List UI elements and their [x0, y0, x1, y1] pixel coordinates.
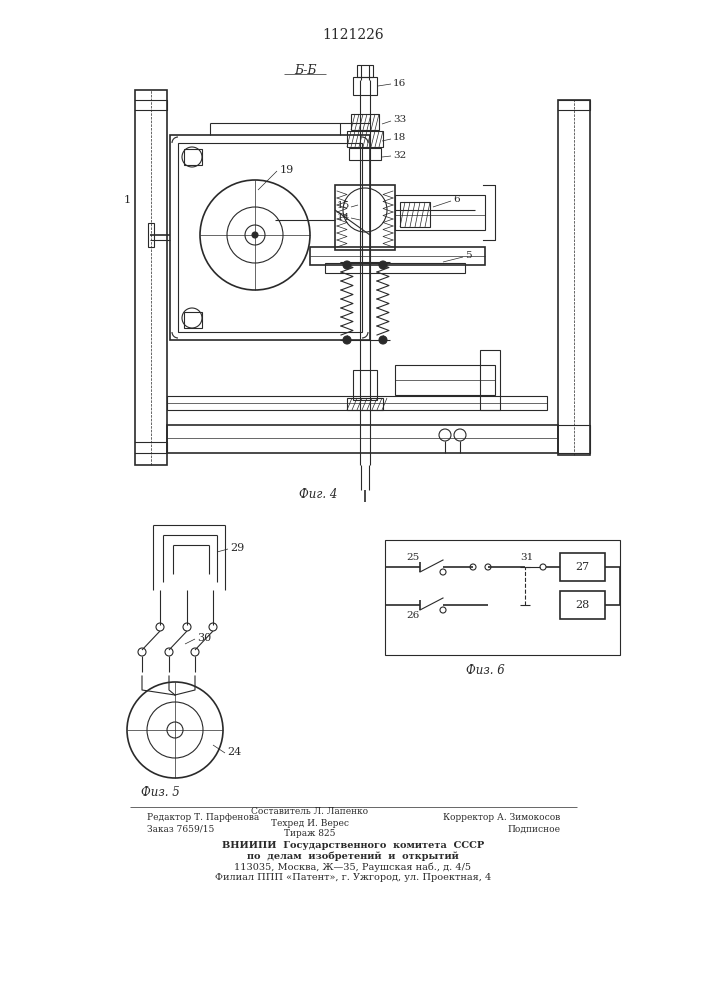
Text: 1: 1	[124, 195, 131, 205]
Bar	[560, 553, 605, 581]
Bar	[357, 65, 373, 77]
Bar	[310, 247, 485, 265]
Bar	[480, 350, 500, 410]
Text: Филиал ППП «Патент», г. Ужгород, ул. Проектная, 4: Филиал ППП «Патент», г. Ужгород, ул. Про…	[215, 874, 491, 882]
Bar	[558, 100, 590, 455]
Text: 5: 5	[465, 251, 472, 260]
Text: Фиг. 4: Фиг. 4	[299, 488, 337, 502]
Text: 15: 15	[337, 202, 350, 211]
Text: 30: 30	[197, 633, 211, 643]
Circle shape	[379, 336, 387, 344]
Text: Физ. 6: Физ. 6	[466, 664, 504, 676]
Bar	[335, 185, 395, 250]
Bar	[353, 370, 377, 400]
Text: Подписное: Подписное	[507, 824, 560, 834]
Bar	[395, 365, 495, 395]
Text: по  делам  изобретений  и  открытий: по делам изобретений и открытий	[247, 851, 459, 861]
Text: 16: 16	[393, 79, 407, 88]
Text: Составитель Л. Лапенко: Составитель Л. Лапенко	[252, 808, 368, 816]
Bar	[347, 131, 383, 147]
Text: Б-Б: Б-Б	[293, 64, 316, 77]
Circle shape	[252, 232, 258, 238]
Bar	[353, 77, 377, 95]
Bar	[184, 312, 202, 328]
Text: 14: 14	[337, 213, 350, 222]
Bar	[347, 398, 383, 410]
Bar	[351, 114, 379, 130]
Text: 29: 29	[230, 543, 244, 553]
Text: 25: 25	[407, 554, 420, 562]
Text: 32: 32	[393, 150, 407, 159]
Bar	[349, 148, 381, 160]
Text: Корректор А. Зимокосов: Корректор А. Зимокосов	[443, 812, 560, 822]
Text: 18: 18	[393, 133, 407, 142]
Bar	[167, 396, 547, 410]
Text: 27: 27	[575, 562, 589, 572]
Circle shape	[343, 336, 351, 344]
Text: 19: 19	[280, 165, 294, 175]
Bar	[178, 143, 362, 332]
Text: ВНИИПИ  Государственного  комитета  СССР: ВНИИПИ Государственного комитета СССР	[222, 840, 484, 850]
Circle shape	[343, 261, 351, 269]
Text: 24: 24	[227, 747, 241, 757]
Text: 113035, Москва, Ж—35, Раушская наб., д. 4/5: 113035, Москва, Ж—35, Раушская наб., д. …	[235, 862, 472, 872]
Bar	[148, 223, 154, 247]
Text: Техред И. Верес: Техред И. Верес	[271, 818, 349, 828]
Text: Редактор Т. Парфенова: Редактор Т. Парфенова	[147, 812, 259, 822]
Bar	[400, 202, 430, 227]
Text: Физ. 5: Физ. 5	[141, 786, 180, 798]
Bar	[167, 425, 558, 453]
Text: 1121226: 1121226	[322, 28, 384, 42]
Bar	[395, 195, 485, 230]
Text: 33: 33	[393, 115, 407, 124]
Text: 31: 31	[520, 552, 534, 562]
Bar	[560, 591, 605, 619]
Bar	[385, 540, 620, 655]
Bar	[170, 135, 370, 340]
Text: 6: 6	[453, 196, 460, 205]
Text: Заказ 7659/15: Заказ 7659/15	[147, 824, 214, 834]
Text: 28: 28	[575, 600, 589, 610]
Circle shape	[379, 261, 387, 269]
Bar	[135, 90, 167, 465]
Text: Тираж 825: Тираж 825	[284, 830, 336, 838]
Text: 26: 26	[407, 610, 420, 619]
Bar	[184, 149, 202, 165]
Bar	[325, 263, 465, 273]
